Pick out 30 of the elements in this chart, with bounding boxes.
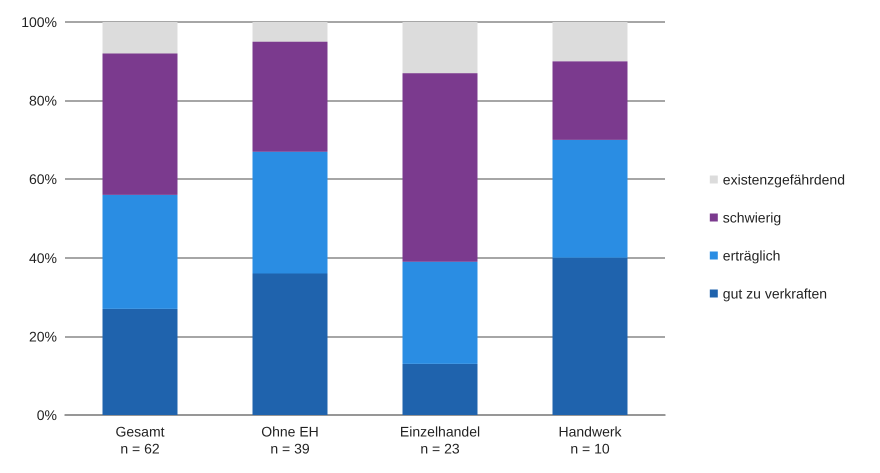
bar <box>102 308 178 415</box>
legend-label: schwierig <box>722 210 782 226</box>
y-tick-label: 0% <box>36 407 57 423</box>
bar <box>102 22 178 54</box>
bar <box>102 194 178 309</box>
bar <box>552 61 628 140</box>
y-tick-label: 80% <box>28 92 57 109</box>
bar <box>402 22 478 74</box>
y-tick-label: 40% <box>28 250 57 266</box>
x-tick-label: Einzelhandel n = 23 <box>400 424 480 456</box>
bar <box>252 274 328 415</box>
x-tick-label: Ohne EH n = 39 <box>261 424 319 456</box>
legend-label: erträglich <box>722 248 780 264</box>
bar <box>402 364 478 415</box>
legend-label: gut zu verkraften <box>722 286 828 302</box>
x-tick-label: Handwerk n = 10 <box>558 424 623 456</box>
bar <box>402 73 478 262</box>
x-tick-label: Gesamt n = 62 <box>115 424 165 456</box>
bar <box>552 22 628 62</box>
y-tick-label: 20% <box>28 328 57 344</box>
y-tick-label: 60% <box>28 171 57 188</box>
bar <box>252 152 328 274</box>
bar <box>552 258 628 415</box>
bar <box>252 42 328 152</box>
bar <box>252 22 328 42</box>
bar <box>552 140 628 258</box>
bar <box>102 53 178 195</box>
bar <box>402 262 478 364</box>
y-tick-label: 100% <box>21 14 57 30</box>
legend-label: existenzgefährdend <box>722 172 846 188</box>
